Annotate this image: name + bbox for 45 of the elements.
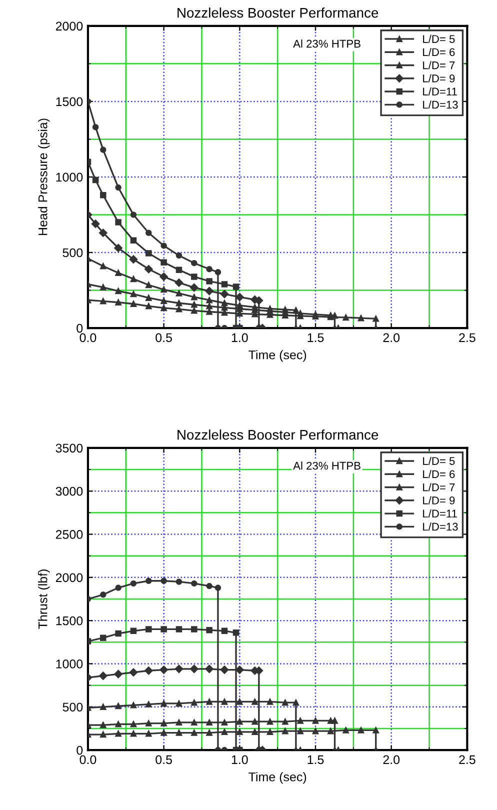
x-tick-label: 1.0 [232,755,248,764]
legend-label: L/D= 5 [423,456,455,465]
y-axis-title: Head Pressure (psia) [38,118,50,236]
x-tick-label: 1.0 [232,333,248,342]
x-tick-label: 1.5 [308,755,324,764]
y-tick-label: 1000 [56,660,83,668]
x-tick-label: 0.0 [80,755,96,764]
legend-label: L/D=13 [423,522,458,531]
y-tick-label: 1500 [56,97,83,106]
legend-label: L/D= 9 [423,496,455,504]
y-tick-label: 3000 [56,486,83,496]
y-axis-title: Thrust (lbf) [38,570,50,629]
y-tick-label: 0 [76,746,83,755]
y-tick-label: 2500 [56,530,83,539]
y-tick-label: 1000 [56,172,83,182]
y-tick-label: 2000 [56,22,83,31]
legend-label: L/D= 7 [423,483,455,492]
x-tick-label: 0.5 [156,333,172,342]
y-tick-label: 2000 [56,573,83,582]
annotation: Al 23% HTPB [293,40,360,48]
legend-label: L/D= 5 [423,34,455,43]
x-tick-label: 2.5 [459,333,476,342]
legend-label: L/D= 6 [423,470,455,478]
y-tick-label: 500 [62,702,83,712]
legend-label: L/D=11 [423,509,457,518]
legend-label: L/D= 9 [423,74,455,82]
legend-label: L/D=11 [423,87,457,96]
x-tick-label: 1.5 [308,333,324,342]
x-tick-label: 2.0 [383,333,400,342]
y-tick-label: 0 [76,324,83,333]
y-tick-label: 3500 [56,444,83,453]
legend-label: L/D=13 [423,100,458,109]
y-tick-label: 500 [62,248,83,258]
x-tick-label: 0.0 [80,333,96,342]
x-tick-label: 0.5 [156,755,172,764]
y-tick-label: 1500 [56,616,83,626]
annotation: Al 23% HTPB [293,462,360,470]
x-axis-title: Time (sec) [248,350,306,362]
x-axis-title: Time (sec) [248,772,306,784]
x-tick-label: 2.0 [383,755,400,764]
x-tick-label: 2.5 [459,755,476,764]
chart-title: Nozzleless Booster Performance [178,8,378,18]
legend-label: L/D= 7 [423,61,455,70]
legend-label: L/D= 6 [423,48,455,56]
chart-title: Nozzleless Booster Performance [178,430,378,440]
